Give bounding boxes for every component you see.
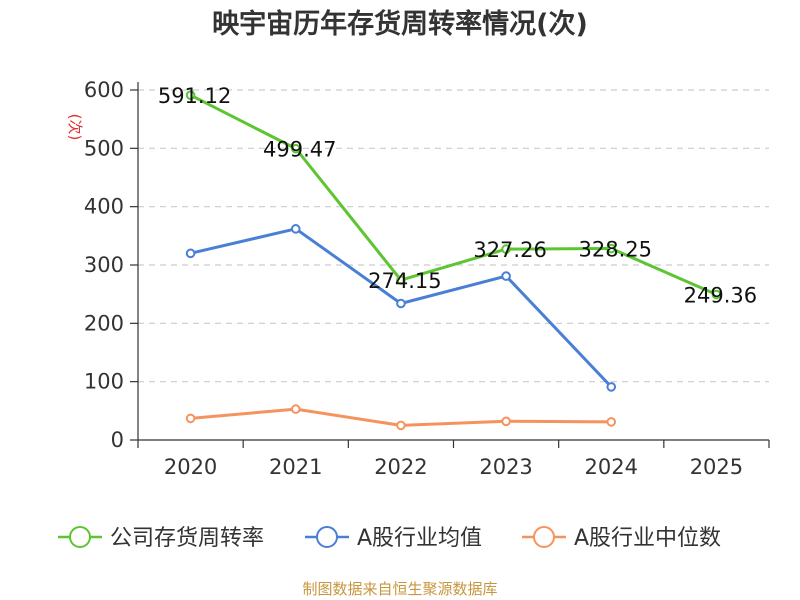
point-2-2021 bbox=[290, 404, 301, 414]
data-label-2020: 591.12 bbox=[158, 84, 231, 108]
point-0-2020 bbox=[185, 90, 196, 100]
legend: 公司存货周转率 A股行业均值 A股行业中位数 bbox=[58, 526, 721, 551]
y-tick-label-500: 500 bbox=[84, 136, 124, 160]
chart-title: 映宇宙历年存货周转率情况(次) bbox=[212, 8, 588, 40]
legend-marker bbox=[69, 526, 91, 548]
y-tick-label-0: 0 bbox=[111, 428, 124, 452]
y-tick-label-600: 600 bbox=[84, 78, 124, 102]
legend-item-company: 公司存货周转率 bbox=[58, 526, 264, 551]
grid-lines bbox=[138, 89, 769, 383]
data-label-2023: 327.26 bbox=[473, 238, 546, 262]
point-2-2023 bbox=[501, 416, 511, 427]
series-layer: 591.12 499.47 274.15 327.26 328.25 249.36 bbox=[158, 84, 757, 431]
legend-item-industry-median: A股行业中位数 bbox=[522, 526, 721, 551]
y-axis-unit: (次) bbox=[66, 114, 84, 141]
point-1-2020 bbox=[185, 248, 196, 259]
legend-label: 公司存货周转率 bbox=[110, 526, 264, 551]
y-tick-label-400: 400 bbox=[84, 195, 124, 219]
point-0-2021 bbox=[290, 143, 301, 154]
y-tick-label-100: 100 bbox=[84, 370, 124, 394]
y-tick-label-200: 200 bbox=[84, 311, 124, 335]
point-0-2022 bbox=[396, 275, 406, 285]
x-tick-label-2025: 2025 bbox=[690, 455, 743, 479]
axes: 0 100 200 300 400 500 600 2020 2021 2022 2023 2024 2… bbox=[84, 78, 770, 479]
x-tick-label-2024: 2024 bbox=[585, 455, 638, 479]
point-1-2023 bbox=[501, 271, 511, 281]
legend-label: A股行业中位数 bbox=[574, 526, 721, 551]
legend-marker bbox=[316, 526, 338, 548]
point-0-2024 bbox=[606, 243, 617, 254]
series-industry-median bbox=[185, 404, 617, 431]
series-line-0 bbox=[189, 93, 718, 296]
point-0-2023 bbox=[501, 244, 511, 254]
x-tick-label-2022: 2022 bbox=[374, 455, 427, 479]
data-label-2025: 249.36 bbox=[684, 284, 757, 308]
data-label-2021: 499.47 bbox=[263, 138, 336, 162]
x-tick-label-2021: 2021 bbox=[269, 455, 322, 479]
point-1-2022 bbox=[396, 298, 406, 309]
legend-label: A股行业均值 bbox=[357, 526, 482, 551]
data-label-2024: 328.25 bbox=[579, 238, 652, 262]
x-tick-label-2020: 2020 bbox=[164, 455, 217, 479]
y-tick-label-300: 300 bbox=[84, 253, 124, 277]
legend-marker bbox=[533, 526, 555, 548]
point-0-2025 bbox=[711, 289, 722, 300]
point-1-2021 bbox=[290, 224, 301, 234]
x-tick-label-2023: 2023 bbox=[479, 455, 532, 479]
point-2-2022 bbox=[396, 420, 406, 431]
legend-item-industry-mean: A股行业均值 bbox=[305, 526, 482, 551]
series-company: 591.12 499.47 274.15 327.26 328.25 249.36 bbox=[158, 84, 757, 307]
point-2-2020 bbox=[185, 413, 196, 424]
data-label-2022: 274.15 bbox=[368, 269, 441, 293]
point-1-2024 bbox=[606, 382, 617, 392]
point-2-2024 bbox=[606, 417, 617, 427]
series-industry-mean bbox=[185, 224, 617, 392]
source-note: 制图数据来自恒生聚源数据库 bbox=[302, 580, 497, 598]
